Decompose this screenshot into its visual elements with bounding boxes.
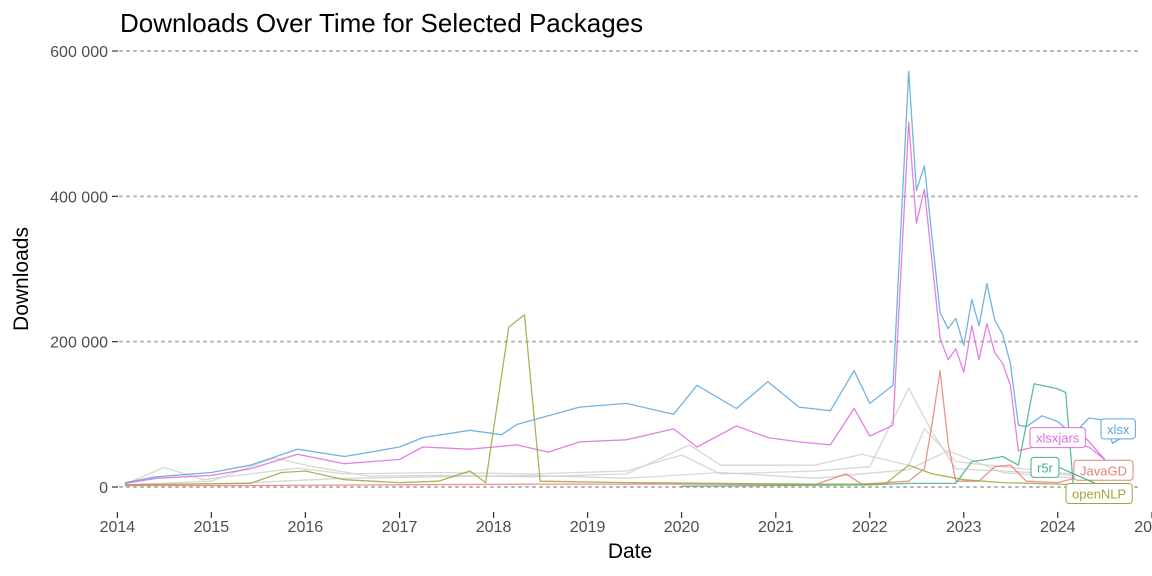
y-axis-ticks: 0 200 000 400 000 600 000 [50, 44, 118, 497]
series-label-leader-xlsxjars [1084, 437, 1106, 460]
series-line-other-7 [124, 450, 1098, 487]
series-line-xlsx [124, 70, 1114, 484]
series-labels: xlsx xlsxjars JavaGD r5r openNLP [1029, 418, 1136, 505]
x-tick-label-6: 2020 [664, 519, 700, 536]
series-line-JavaGD [124, 370, 1098, 487]
series-label-r5r: r5r [1030, 456, 1098, 485]
x-tick-label-0: 2014 [100, 519, 136, 536]
series-label-box-r5r [1030, 456, 1060, 478]
series-label-box-openNLP [1065, 483, 1133, 505]
series-label-box-xlsx [1100, 418, 1136, 440]
x-tick-label-3: 2017 [382, 519, 418, 536]
series-line-xlsxjars [124, 121, 1106, 485]
series-label-box-xlsxjars [1029, 427, 1086, 449]
y-tick-label-3: 600 000 [50, 44, 108, 61]
y-tick-label-1: 200 000 [50, 335, 108, 352]
series-lines [124, 70, 1114, 487]
x-axis-ticks: 2014 2015 2016 2017 2018 2019 2020 2021 2022 2023… [100, 512, 1152, 536]
series-label-xlsxjars: xlsxjars [1029, 427, 1106, 460]
series-line-other-6 [124, 428, 1098, 486]
y-tick-label-2: 400 000 [50, 189, 108, 206]
x-tick-label-1: 2015 [194, 519, 230, 536]
series-line-openNLP [124, 314, 1098, 487]
x-tick-label-10: 2024 [1040, 519, 1076, 536]
gridlines [119, 50, 1141, 488]
x-tick-label-8: 2022 [852, 519, 888, 536]
series-label-JavaGD: JavaGD [1073, 459, 1134, 481]
y-tick-label-0: 0 [99, 480, 108, 497]
series-label-xlsx: xlsx [1100, 418, 1136, 444]
series-label-text-openNLP: openNLP [1072, 487, 1126, 502]
series-line-other-5 [124, 387, 1098, 485]
series-label-openNLP: openNLP [1065, 483, 1133, 505]
series-label-text-r5r: r5r [1037, 460, 1054, 475]
x-tick-label-11: 2025 [1134, 519, 1152, 536]
series-label-text-xlsxjars: xlsxjars [1036, 431, 1080, 446]
series-label-box-JavaGD [1073, 459, 1134, 481]
series-label-leader-r5r [1058, 466, 1098, 485]
chart-title: Downloads Over Time for Selected Package… [120, 8, 643, 38]
y-axis-title: Downloads [10, 227, 33, 331]
x-tick-label-7: 2021 [758, 519, 794, 536]
x-tick-label-4: 2018 [476, 519, 512, 536]
x-axis-title: Date [608, 540, 652, 563]
x-tick-label-9: 2023 [946, 519, 982, 536]
series-label-text-xlsx: xlsx [1107, 422, 1130, 437]
x-tick-label-2: 2016 [288, 519, 324, 536]
series-label-text-JavaGD: JavaGD [1080, 463, 1127, 478]
x-tick-label-5: 2019 [570, 519, 606, 536]
